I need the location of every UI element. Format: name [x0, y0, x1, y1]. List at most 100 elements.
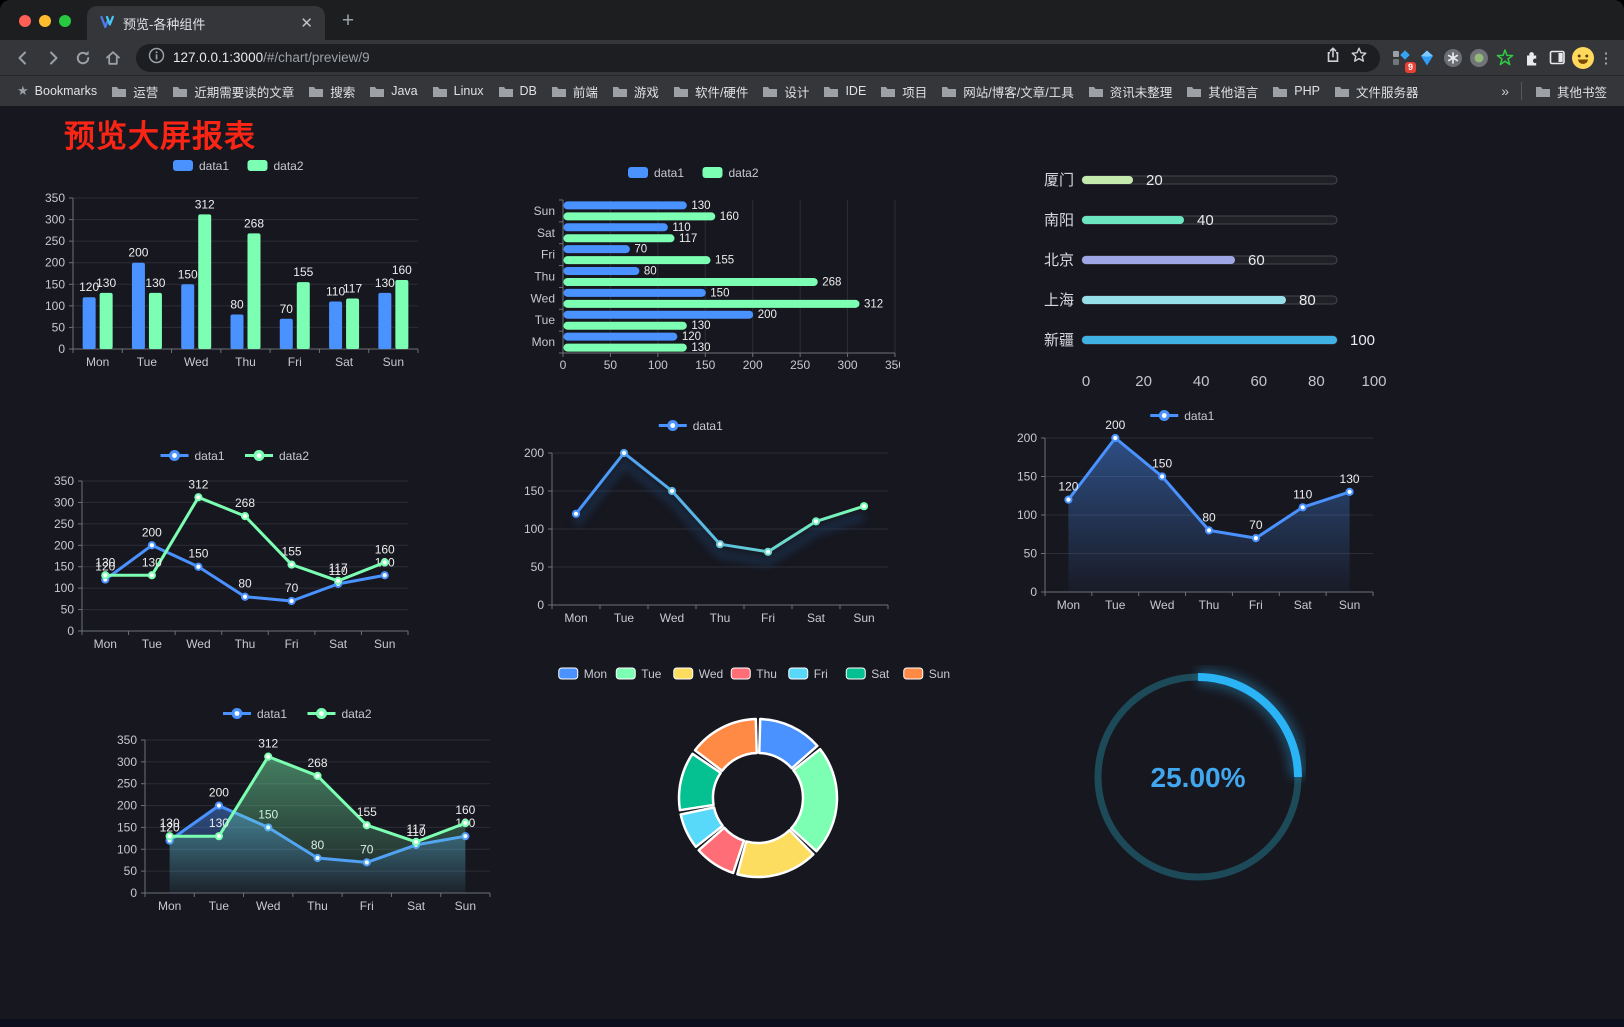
svg-text:312: 312 — [195, 197, 215, 211]
svg-text:130: 130 — [375, 276, 395, 290]
bookmark-folder[interactable]: 游戏 — [605, 79, 666, 104]
svg-text:厦门: 厦门 — [1044, 172, 1074, 189]
donut-pie-chart[interactable]: Mon Tue Wed Thu Fri Sat Sun — [550, 660, 970, 895]
svg-text:312: 312 — [188, 477, 208, 491]
axes-grid: 0 50 100 150 200 250 300 350 Mon Tue Wed Thu Fri Sat S… — [54, 474, 409, 651]
gradient-line-chart[interactable]: data1 0 50 100 150 200 Mon Tue Wed Thu Fri Sat Sun — [505, 410, 897, 628]
bookmark-folder[interactable]: Linux — [425, 81, 491, 101]
svg-text:Sun: Sun — [1339, 598, 1360, 612]
close-window-button[interactable] — [19, 15, 31, 27]
series-data1: 120 200 150 80 70 110 130 — [79, 246, 395, 349]
bookmark-folder[interactable]: 近期需要读的文章 — [165, 79, 301, 104]
bookmark-folder[interactable]: 项目 — [873, 79, 934, 104]
extension-gem-icon[interactable] — [1414, 45, 1440, 71]
svg-text:25.00%: 25.00% — [1151, 762, 1246, 793]
svg-text:80: 80 — [238, 577, 252, 591]
url-text: 127.0.0.1:3000/#/chart/preview/9 — [173, 50, 370, 65]
horizontal-bar-chart[interactable]: data1 data2 0 50 100 150 200 250 300 350 Sun Sat Fri… — [505, 158, 906, 372]
area-line-chart[interactable]: data1 0 50 100 150 200 Mon Tue Wed Thu Fri Sat Sun 12… — [1000, 398, 1385, 616]
reload-button[interactable] — [68, 43, 98, 73]
folder-icon — [942, 87, 957, 97]
svg-text:Thu: Thu — [710, 611, 731, 625]
back-button[interactable] — [8, 43, 38, 73]
folder-icon — [881, 87, 896, 97]
legend[interactable]: data1 — [1150, 409, 1215, 423]
svg-text:Fri: Fri — [288, 355, 302, 369]
svg-text:Tue: Tue — [142, 637, 163, 651]
bookmark-folder[interactable]: 设计 — [755, 79, 816, 104]
divider — [1520, 82, 1522, 100]
svg-text:Sat: Sat — [1294, 598, 1313, 612]
side-panel-icon[interactable] — [1544, 45, 1570, 71]
extensions-puzzle-icon[interactable] — [1518, 45, 1544, 71]
svg-text:80: 80 — [1299, 292, 1316, 309]
svg-text:150: 150 — [45, 277, 65, 291]
legend[interactable]: Mon Tue Wed Thu Fri Sat Sun — [558, 667, 950, 681]
legend[interactable]: data1 — [658, 419, 723, 433]
bookmarks-root-item[interactable]: ★ Bookmarks — [17, 83, 98, 98]
svg-text:300: 300 — [117, 755, 137, 769]
svg-text:350: 350 — [117, 733, 137, 747]
new-tab-button[interactable]: + — [341, 9, 355, 32]
site-info-icon[interactable] — [148, 47, 165, 69]
zoom-window-button[interactable] — [59, 15, 71, 27]
address-bar[interactable]: 127.0.0.1:3000/#/chart/preview/9 — [136, 43, 1380, 72]
svg-text:200: 200 — [758, 309, 777, 321]
bookmark-folder[interactable]: 文件服务器 — [1327, 79, 1426, 104]
svg-text:Mon: Mon — [1057, 598, 1080, 612]
browser-toolbar: 127.0.0.1:3000/#/chart/preview/9 9 — [0, 40, 1624, 76]
extension-green-star-icon[interactable] — [1492, 45, 1518, 71]
city-progress-chart[interactable]: 厦门 20 南阳 40 北京 60 上海 80 新疆 100 0 20 40 60 80 100 — [988, 150, 1388, 394]
bookmark-folder[interactable]: 软件/硬件 — [666, 79, 755, 104]
share-icon[interactable] — [1324, 46, 1342, 69]
svg-text:新疆: 新疆 — [1044, 332, 1074, 349]
bookmark-folder[interactable]: Java — [362, 81, 424, 101]
extension-dot-icon[interactable] — [1466, 45, 1492, 71]
grouped-bar-chart[interactable]: data1 data2 0 50 100 150 200 250 300 350 Mon Tue Wed… — [40, 152, 455, 374]
forward-button[interactable] — [38, 43, 68, 73]
folder-icon — [498, 87, 513, 97]
extension-grid-icon[interactable]: 9 — [1388, 45, 1416, 73]
minimize-window-button[interactable] — [39, 15, 51, 27]
bookmark-folder[interactable]: 搜索 — [301, 79, 362, 104]
svg-text:130: 130 — [1340, 472, 1360, 486]
svg-text:Wed: Wed — [1150, 598, 1174, 612]
bookmark-folder[interactable]: 资讯未整理 — [1081, 79, 1180, 104]
svg-text:Sat: Sat — [871, 667, 890, 681]
double-area-line-chart[interactable]: data1 data2 0 50 100 150 200 250 300 350 Mon Tue Wed… — [110, 700, 505, 928]
bookmark-folder[interactable]: 前端 — [544, 79, 605, 104]
svg-text:300: 300 — [54, 495, 74, 509]
tab-close-icon[interactable]: ✕ — [300, 15, 313, 32]
svg-text:160: 160 — [455, 803, 475, 817]
multi-line-chart[interactable]: data1 data2 0 50 100 150 200 250 300 350 Mon Tue Wed… — [45, 440, 445, 662]
profile-avatar[interactable] — [1570, 45, 1596, 71]
bookmark-folder[interactable]: 运营 — [104, 79, 165, 104]
donut-slices[interactable] — [677, 717, 839, 879]
bookmark-folder[interactable]: IDE — [816, 81, 873, 101]
svg-text:100: 100 — [45, 299, 65, 313]
svg-text:100: 100 — [54, 581, 74, 595]
bookmark-folder[interactable]: PHP — [1265, 81, 1327, 101]
legend[interactable]: data1 data2 — [628, 166, 759, 180]
svg-text:200: 200 — [54, 538, 74, 552]
svg-text:155: 155 — [357, 805, 377, 819]
bookmark-folder[interactable]: DB — [491, 81, 544, 101]
home-button[interactable] — [98, 43, 128, 73]
legend[interactable]: data1 data2 — [173, 159, 304, 173]
extension-command-icon[interactable] — [1440, 45, 1466, 71]
svg-text:200: 200 — [209, 786, 229, 800]
svg-text:200: 200 — [117, 799, 137, 813]
browser-tab[interactable]: 预览-各种组件 ✕ — [87, 6, 325, 40]
bookmark-folder[interactable]: 网站/博客/文章/工具 — [934, 79, 1080, 104]
svg-text:Mon: Mon — [564, 611, 587, 625]
legend[interactable]: data1 data2 — [223, 707, 372, 721]
window-controls — [0, 15, 87, 40]
bookmark-folder[interactable]: 其他语言 — [1179, 79, 1265, 104]
bookmark-star-icon[interactable] — [1350, 46, 1368, 69]
menu-kebab-icon[interactable]: ⋮ — [1598, 49, 1614, 67]
percent-gauge-chart[interactable]: 25.00% — [1090, 665, 1307, 881]
legend[interactable]: data1 data2 — [160, 449, 310, 463]
other-bookmarks-folder[interactable]: 其他书签 — [1528, 79, 1614, 104]
bookmarks-overflow-chevron[interactable]: » — [1501, 83, 1509, 99]
svg-text:350: 350 — [54, 474, 74, 488]
